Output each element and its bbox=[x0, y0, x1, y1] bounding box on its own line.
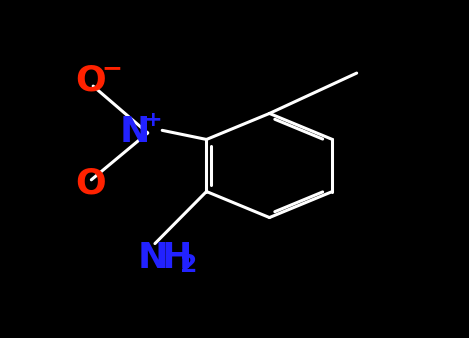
Text: N: N bbox=[120, 115, 150, 149]
Text: H: H bbox=[161, 241, 192, 275]
Text: +: + bbox=[144, 110, 163, 130]
Text: −: − bbox=[101, 56, 122, 80]
Text: O: O bbox=[75, 166, 106, 200]
Text: O: O bbox=[75, 64, 106, 98]
Text: 2: 2 bbox=[181, 253, 198, 277]
Text: N: N bbox=[138, 241, 168, 275]
